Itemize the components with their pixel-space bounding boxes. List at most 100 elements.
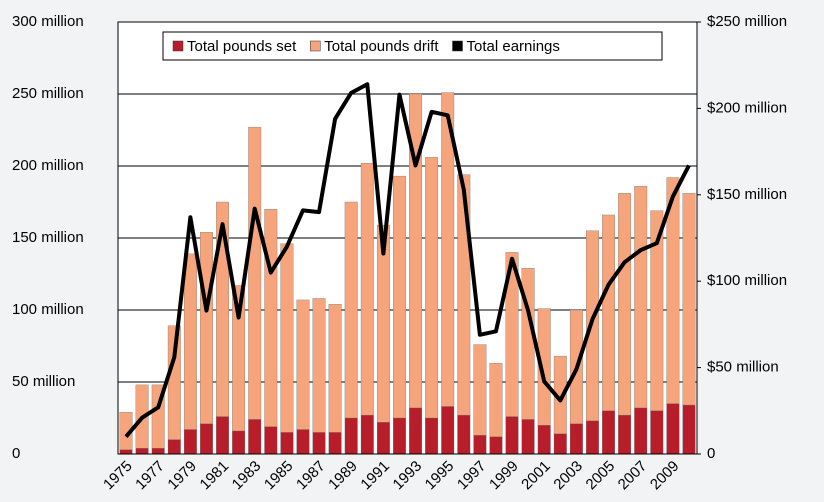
bar xyxy=(344,417,358,455)
y-tick-label: 250 million xyxy=(12,85,84,102)
bar xyxy=(441,92,455,407)
x-tick-label: 2009 xyxy=(647,458,683,494)
bar xyxy=(135,448,149,455)
bar xyxy=(521,419,535,455)
x-tick-label: 1983 xyxy=(229,458,265,494)
bar xyxy=(393,417,406,455)
legend-box xyxy=(162,31,663,61)
bar xyxy=(666,177,680,404)
y2-tick-label: $250 million xyxy=(707,13,787,30)
y-tick-label: 150 million xyxy=(12,229,84,246)
y2-tick-label: $150 million xyxy=(707,186,787,203)
bar xyxy=(409,93,422,409)
x-tick-label: 1981 xyxy=(197,458,233,494)
bar xyxy=(489,436,503,455)
bar xyxy=(248,126,262,420)
x-tick-label: 1987 xyxy=(293,458,329,494)
bar xyxy=(425,417,439,455)
bar xyxy=(505,416,519,455)
legend-swatch xyxy=(172,40,184,52)
bar xyxy=(328,304,342,433)
x-tick-label: 1993 xyxy=(390,458,426,494)
bar xyxy=(602,410,615,455)
bar xyxy=(167,439,181,455)
x-tick-label: 1999 xyxy=(486,458,522,494)
bar xyxy=(393,175,406,419)
bar xyxy=(200,423,213,455)
bar xyxy=(216,416,229,455)
bar xyxy=(360,162,374,416)
bar xyxy=(682,404,696,455)
legend-label: Total pounds drift xyxy=(324,38,439,55)
y-tick-label: 200 million xyxy=(12,157,84,174)
bar xyxy=(280,243,294,433)
x-tick-label: 1975 xyxy=(100,458,136,494)
bar xyxy=(183,429,197,455)
legend-label: Total earnings xyxy=(467,38,560,55)
bar xyxy=(376,224,390,423)
bar xyxy=(618,193,632,416)
y2-tick-label: $50 million xyxy=(707,359,779,376)
x-tick-label: 1991 xyxy=(357,458,393,494)
bar xyxy=(553,433,567,455)
y2-tick-label: 0 xyxy=(707,445,715,462)
bar xyxy=(232,285,246,432)
bar xyxy=(425,157,439,419)
x-tick-label: 2007 xyxy=(615,458,651,494)
bar xyxy=(682,193,696,406)
bar xyxy=(441,406,455,455)
bar xyxy=(634,407,648,455)
bar xyxy=(537,425,551,455)
bar xyxy=(151,448,165,455)
bar xyxy=(344,201,358,419)
bar xyxy=(312,298,326,433)
bar xyxy=(264,426,278,455)
x-tick-label: 1985 xyxy=(261,458,297,494)
bar xyxy=(216,201,229,417)
bar xyxy=(280,432,294,455)
bar xyxy=(264,209,278,427)
bar xyxy=(650,410,664,455)
x-tick-label: 2005 xyxy=(583,458,619,494)
y2-tick-label: $200 million xyxy=(707,99,787,116)
y-tick-label: 50 million xyxy=(12,373,75,390)
bar xyxy=(457,414,471,455)
bar xyxy=(376,422,390,455)
bar xyxy=(409,407,422,455)
bar xyxy=(650,210,664,411)
y-tick-label: 300 million xyxy=(12,13,84,30)
bar xyxy=(634,186,648,409)
bar xyxy=(328,432,342,455)
bar xyxy=(537,308,551,426)
x-tick-label: 1979 xyxy=(164,458,200,494)
plot-border xyxy=(117,21,698,455)
x-tick-label: 1977 xyxy=(132,458,168,494)
bar xyxy=(296,299,310,430)
legend-label: Total pounds set xyxy=(187,38,297,55)
y-tick-label: 0 xyxy=(12,445,20,462)
bar xyxy=(489,363,503,437)
bar xyxy=(248,419,262,455)
legend-swatch xyxy=(310,40,321,52)
line xyxy=(124,82,691,439)
bar xyxy=(312,432,326,455)
bar xyxy=(618,414,632,455)
bar xyxy=(457,174,471,416)
y-tick-label: 100 million xyxy=(12,301,84,318)
bar xyxy=(183,253,197,430)
bar xyxy=(602,214,615,411)
bar xyxy=(473,435,487,455)
bar xyxy=(232,430,246,455)
bar xyxy=(473,344,487,436)
bar xyxy=(505,252,519,417)
bar xyxy=(119,449,133,455)
x-tick-label: 1997 xyxy=(454,458,490,494)
bar xyxy=(586,230,599,422)
x-tick-label: 1989 xyxy=(325,458,361,494)
bar xyxy=(569,423,583,455)
bar xyxy=(586,420,599,455)
bar xyxy=(296,429,310,455)
x-tick-label: 1995 xyxy=(422,458,458,494)
y2-tick-label: $100 million xyxy=(707,272,787,289)
